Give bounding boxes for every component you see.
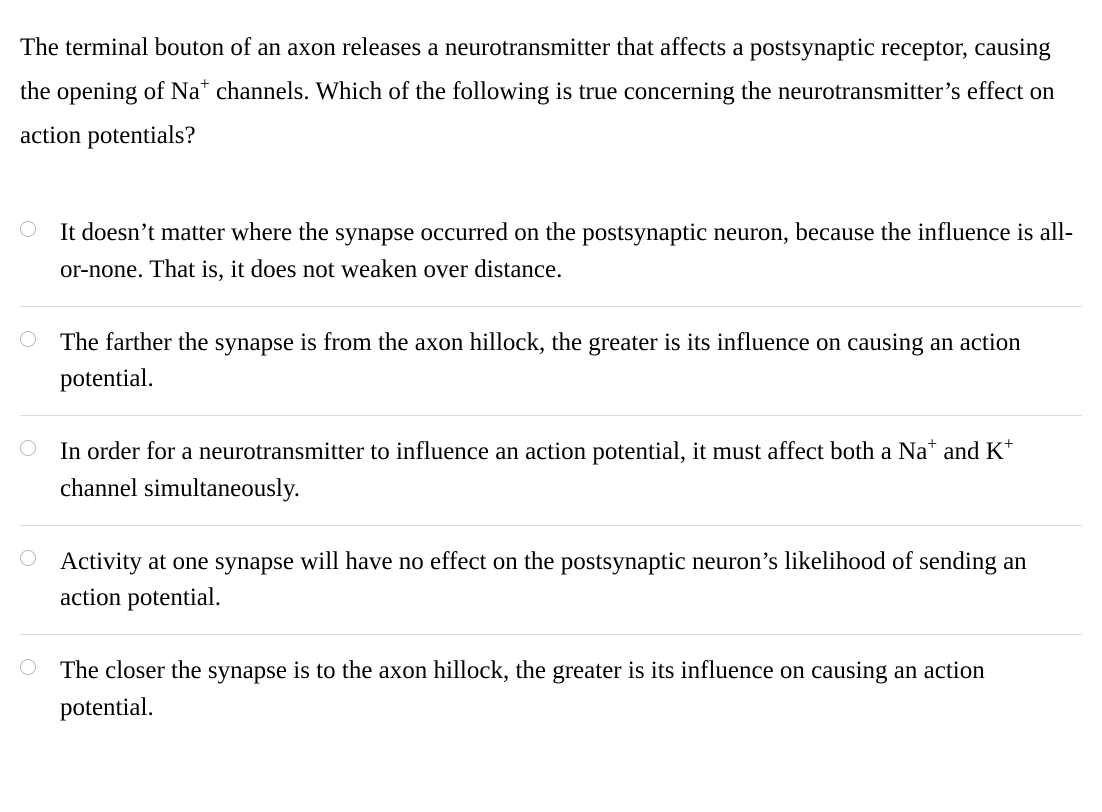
- quiz-container: The terminal bouton of an axon releases …: [0, 0, 1102, 746]
- option-text: In order for a neurotransmitter to influ…: [60, 434, 1082, 507]
- radio-icon[interactable]: [20, 440, 36, 456]
- question-text: The terminal bouton of an axon releases …: [20, 26, 1082, 157]
- option-text: Activity at one synapse will have no eff…: [60, 544, 1082, 617]
- option-text: The closer the synapse is to the axon hi…: [60, 653, 1082, 726]
- radio-wrap: [20, 544, 60, 566]
- radio-wrap: [20, 215, 60, 237]
- radio-wrap: [20, 653, 60, 675]
- option-row[interactable]: The farther the synapse is from the axon…: [20, 306, 1082, 416]
- option-row[interactable]: In order for a neurotransmitter to influ…: [20, 415, 1082, 525]
- radio-wrap: [20, 325, 60, 347]
- radio-wrap: [20, 434, 60, 456]
- option-row[interactable]: The closer the synapse is to the axon hi…: [20, 634, 1082, 726]
- option-text: It doesn’t matter where the synapse occu…: [60, 215, 1082, 288]
- radio-icon[interactable]: [20, 221, 36, 237]
- options-list: It doesn’t matter where the synapse occu…: [20, 197, 1082, 726]
- option-row[interactable]: It doesn’t matter where the synapse occu…: [20, 197, 1082, 306]
- option-text: The farther the synapse is from the axon…: [60, 325, 1082, 398]
- radio-icon[interactable]: [20, 331, 36, 347]
- radio-icon[interactable]: [20, 550, 36, 566]
- radio-icon[interactable]: [20, 659, 36, 675]
- option-row[interactable]: Activity at one synapse will have no eff…: [20, 525, 1082, 635]
